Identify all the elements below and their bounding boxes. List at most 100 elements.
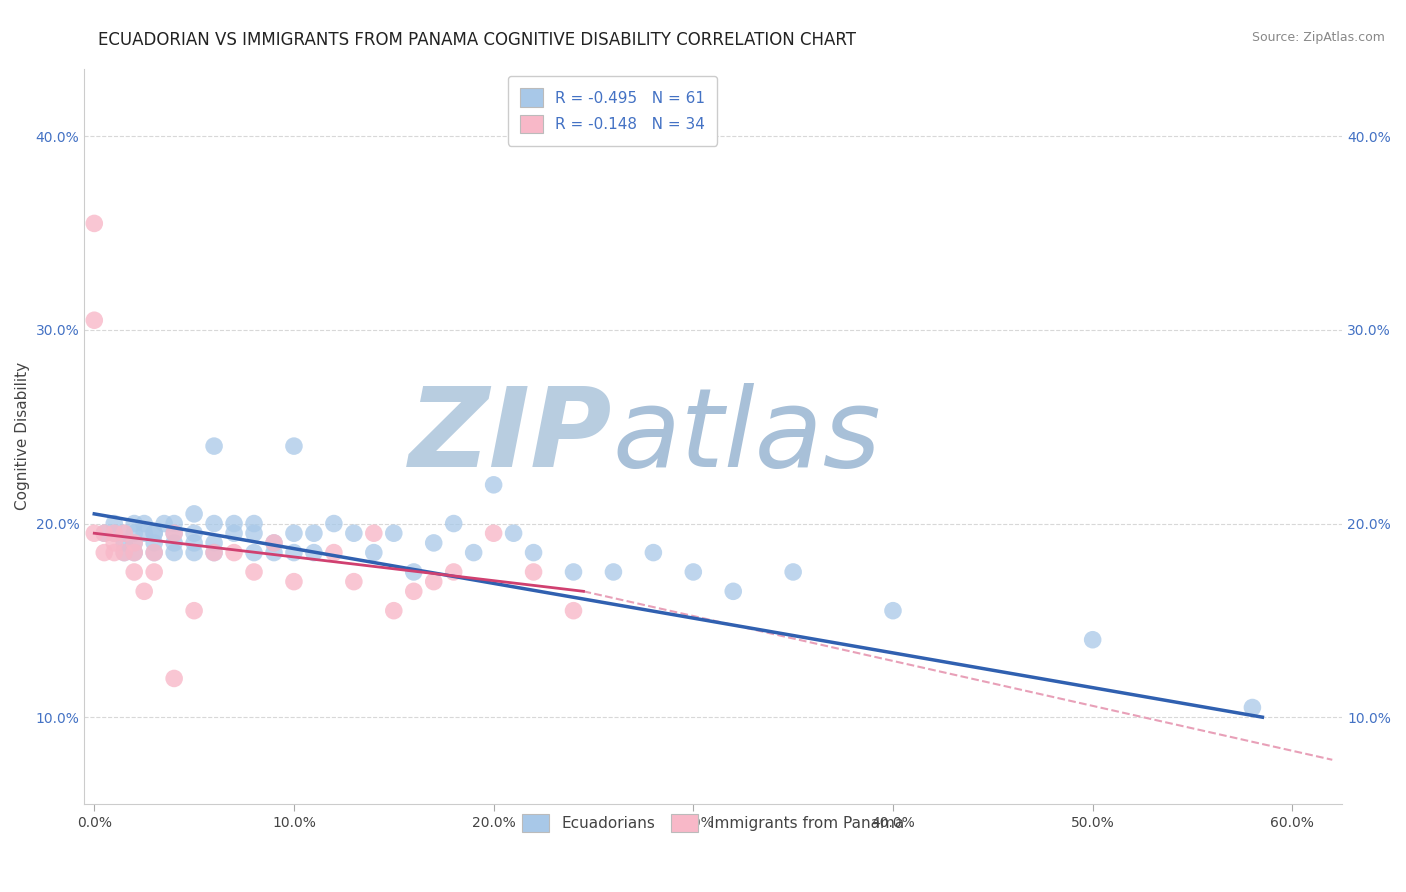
Point (422, 574, 444, 589)
Point (222, 526, 245, 541)
Point (143, 565, 166, 579)
Point (443, 565, 465, 579)
Point (143, 526, 166, 541)
Text: ZIP: ZIP (409, 383, 613, 490)
Point (283, 574, 305, 589)
Point (143, 526, 166, 541)
Point (882, 604, 904, 618)
Point (243, 546, 266, 560)
Point (522, 565, 544, 579)
Point (322, 516, 344, 531)
Point (122, 516, 145, 531)
Point (723, 584, 745, 599)
Point (1081, 632, 1104, 647)
Point (302, 526, 325, 541)
Point (122, 536, 145, 550)
Point (562, 604, 585, 618)
Point (363, 526, 385, 541)
Point (112, 546, 135, 560)
Point (143, 536, 166, 550)
Point (83, 313, 105, 327)
Point (103, 536, 125, 550)
Point (402, 584, 425, 599)
Point (112, 546, 135, 560)
Point (682, 565, 704, 579)
Point (183, 507, 205, 521)
Point (83, 216, 105, 230)
Point (134, 526, 156, 541)
Point (263, 536, 285, 550)
Point (283, 526, 305, 541)
Point (343, 526, 366, 541)
Point (382, 604, 405, 618)
Point (163, 516, 186, 531)
Point (103, 526, 125, 541)
Point (163, 536, 186, 550)
Y-axis label: Cognitive Disability: Cognitive Disability (15, 362, 30, 510)
Point (122, 546, 145, 560)
Point (163, 672, 186, 686)
Point (443, 516, 465, 531)
Point (202, 439, 225, 453)
Point (103, 526, 125, 541)
Point (1241, 700, 1264, 714)
Point (93, 526, 115, 541)
Point (112, 536, 135, 550)
Point (93, 526, 115, 541)
Point (183, 536, 205, 550)
Point (522, 546, 544, 560)
Point (122, 565, 145, 579)
Point (222, 516, 245, 531)
Point (482, 526, 505, 541)
Point (163, 526, 186, 541)
Point (202, 536, 225, 550)
Point (143, 546, 166, 560)
Point (122, 536, 145, 550)
Point (143, 546, 166, 560)
Point (153, 516, 176, 531)
Point (134, 584, 156, 599)
Point (103, 516, 125, 531)
Point (322, 546, 344, 560)
Text: ECUADORIAN VS IMMIGRANTS FROM PANAMA COGNITIVE DISABILITY CORRELATION CHART: ECUADORIAN VS IMMIGRANTS FROM PANAMA COG… (98, 31, 856, 49)
Point (243, 565, 266, 579)
Point (263, 546, 285, 560)
Point (283, 439, 305, 453)
Point (422, 536, 444, 550)
Point (93, 546, 115, 560)
Point (122, 526, 145, 541)
Point (134, 516, 156, 531)
Point (243, 516, 266, 531)
Point (202, 546, 225, 560)
Point (222, 546, 245, 560)
Point (482, 478, 505, 492)
Legend: Ecuadorians, Immigrants from Panama: Ecuadorians, Immigrants from Panama (509, 801, 917, 845)
Point (163, 546, 186, 560)
Point (283, 546, 305, 560)
Point (183, 526, 205, 541)
Point (502, 526, 524, 541)
Point (363, 546, 385, 560)
Point (83, 526, 105, 541)
Point (112, 526, 135, 541)
Point (602, 565, 624, 579)
Point (183, 604, 205, 618)
Point (183, 546, 205, 560)
Point (302, 546, 325, 560)
Text: Source: ZipAtlas.com: Source: ZipAtlas.com (1251, 31, 1385, 45)
Point (382, 526, 405, 541)
Point (782, 565, 804, 579)
Point (243, 526, 266, 541)
Point (202, 546, 225, 560)
Point (202, 516, 225, 531)
Point (343, 574, 366, 589)
Point (112, 526, 135, 541)
Point (263, 536, 285, 550)
Point (562, 565, 585, 579)
Point (643, 546, 665, 560)
Point (463, 546, 485, 560)
Point (122, 546, 145, 560)
Point (103, 546, 125, 560)
Point (402, 565, 425, 579)
Text: atlas: atlas (613, 383, 882, 490)
